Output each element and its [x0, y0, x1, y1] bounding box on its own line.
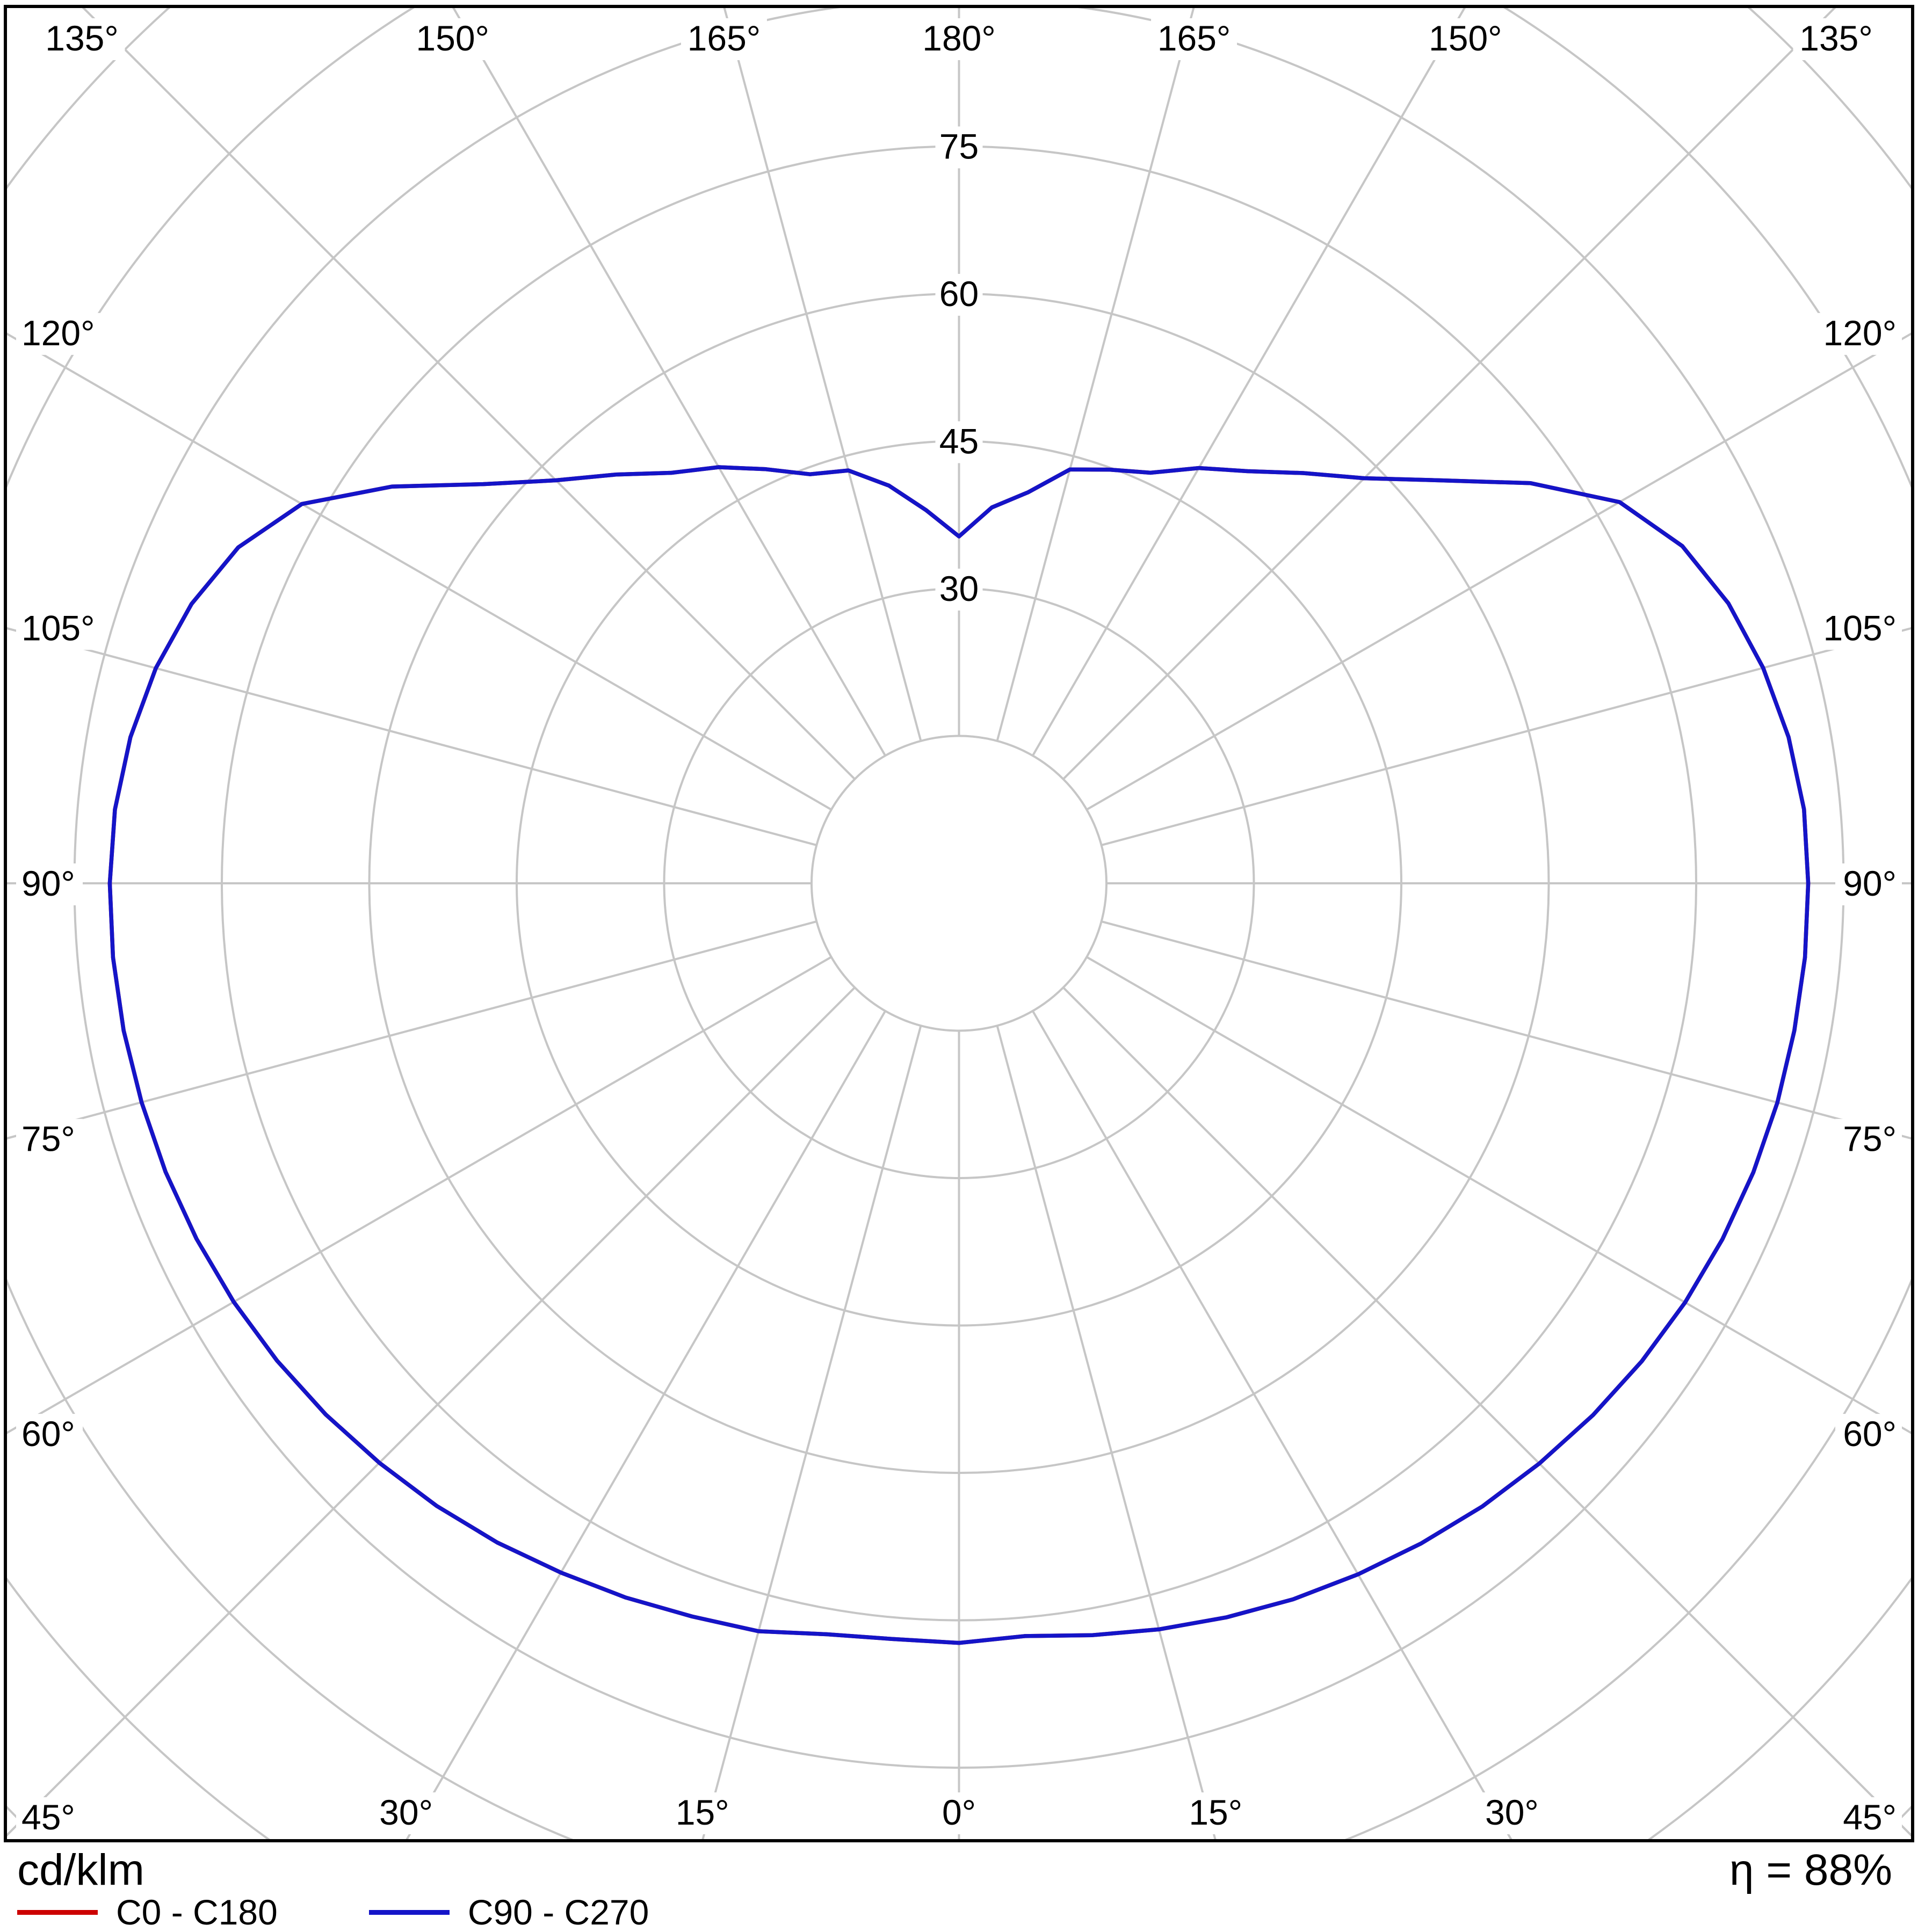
angle-label-60-left: 60° [21, 1414, 75, 1454]
angle-label-0-right: 0° [942, 1792, 976, 1832]
angle-label-60-right-bg [1835, 1414, 1902, 1456]
radial-label-60-bg [935, 274, 983, 316]
angle-label-150-left-bg [409, 18, 496, 60]
grid-spoke-330 [404, 1010, 886, 1841]
angle-label-150-right-bg [1422, 18, 1509, 60]
grid-spoke-225 [80, 6, 856, 780]
angle-label-0-right-bg [935, 1792, 983, 1834]
angle-label-120-left: 120° [21, 313, 95, 353]
angle-label-135-left-bg [39, 18, 125, 60]
angle-label-105-left: 105° [21, 608, 95, 648]
grid-ring-15 [810, 735, 1108, 1032]
grid-spoke-195 [722, 6, 922, 742]
angle-label-90-left-bg [16, 863, 83, 905]
grid-spoke-105 [1101, 627, 1913, 846]
units-label: cd/klm [17, 1846, 144, 1894]
angle-label-15-right: 15° [1189, 1792, 1242, 1832]
angle-label-15-right-bg [1182, 1792, 1249, 1834]
grid-spoke-300 [5, 956, 832, 1435]
angle-label-165-left: 165° [687, 18, 761, 58]
angle-label-45-right: 45° [1843, 1797, 1897, 1837]
curve-c90-c270 [107, 465, 1811, 1645]
angle-label-15-left-bg [669, 1792, 736, 1834]
angle-label-90-left: 90° [21, 863, 75, 903]
angle-label-105-right-bg [1816, 608, 1902, 650]
legend-item-c90-c270: C90 - C270 [368, 1892, 649, 1932]
grid-spoke-345 [701, 1025, 922, 1841]
angle-label-30-left: 30° [379, 1792, 433, 1832]
radial-label-45: 45 [939, 422, 979, 461]
angle-label-75-left: 75° [21, 1119, 75, 1159]
grid-spoke-60 [1086, 956, 1913, 1435]
radial-label-60: 60 [939, 274, 979, 314]
angle-label-90-right: 90° [1843, 863, 1897, 903]
grid-spoke-285 [5, 920, 817, 1140]
legend: C0 - C180 C90 - C270 [17, 1894, 649, 1930]
grid-spoke-210 [451, 6, 886, 757]
grid-spoke-255 [5, 627, 817, 846]
angle-label-165-left-bg [681, 18, 767, 60]
angle-label-180-right-bg [916, 18, 1002, 60]
radial-label-30-bg [935, 569, 983, 611]
angle-label-120-left-bg [16, 313, 102, 355]
grid-spoke-120 [1086, 331, 1913, 811]
grid-spoke-240 [5, 331, 832, 811]
angle-label-60-right: 60° [1843, 1414, 1897, 1454]
angle-label-180-right: 180° [922, 18, 996, 58]
angle-label-30-left-bg [373, 1792, 440, 1834]
angle-label-135-left: 135° [45, 18, 119, 58]
legend-swatch-blue-line [368, 1909, 450, 1915]
grid-spoke-315 [5, 986, 856, 1839]
angle-label-45-right-bg [1835, 1797, 1902, 1839]
grid-spoke-135 [1062, 6, 1838, 780]
plot-border [4, 5, 1914, 1842]
legend-swatch-red-line [17, 1909, 98, 1915]
angle-label-150-left: 150° [416, 18, 489, 58]
efficiency-label: η = 88% [1729, 1846, 1892, 1894]
legend-item-c0-c180: C0 - C180 [17, 1894, 278, 1930]
angle-label-60-left-bg [16, 1414, 83, 1456]
radial-label-75-bg [935, 126, 983, 169]
grid-spoke-75 [1101, 920, 1913, 1140]
grid-spoke-45 [1062, 986, 1913, 1839]
angle-label-105-left-bg [16, 608, 102, 650]
grid-spoke-150 [1032, 6, 1467, 757]
legend-label-c90-c270: C90 - C270 [467, 1892, 649, 1932]
grid-spoke-15 [996, 1025, 1217, 1841]
radial-label-75: 75 [939, 127, 979, 166]
angle-label-165-right-bg [1151, 18, 1237, 60]
angle-label-75-right: 75° [1843, 1119, 1897, 1159]
angle-label-30-right: 30° [1485, 1792, 1539, 1832]
radial-label-45-bg [935, 421, 983, 463]
angle-label-45-left: 45° [21, 1797, 75, 1837]
angle-label-120-right-bg [1816, 313, 1902, 355]
angle-label-105-right: 105° [1823, 608, 1897, 648]
angle-label-15-left: 15° [676, 1792, 729, 1832]
angle-label-45-left-bg [16, 1797, 83, 1839]
grid-spoke-165 [996, 6, 1196, 742]
angle-label-120-right: 120° [1823, 313, 1897, 353]
radial-label-30: 30 [939, 569, 979, 608]
angle-label-150-right: 150° [1429, 18, 1502, 58]
grid-spoke-30 [1032, 1010, 1514, 1841]
angle-label-75-left-bg [16, 1118, 83, 1161]
angle-label-75-right-bg [1835, 1118, 1902, 1161]
angle-label-135-right-bg [1793, 18, 1879, 60]
angle-label-165-right: 165° [1157, 18, 1231, 58]
angle-label-90-right-bg [1835, 863, 1902, 905]
angle-label-30-right-bg [1478, 1792, 1545, 1834]
legend-label-c0-c180: C0 - C180 [116, 1892, 278, 1932]
angle-label-135-right: 135° [1799, 18, 1873, 58]
